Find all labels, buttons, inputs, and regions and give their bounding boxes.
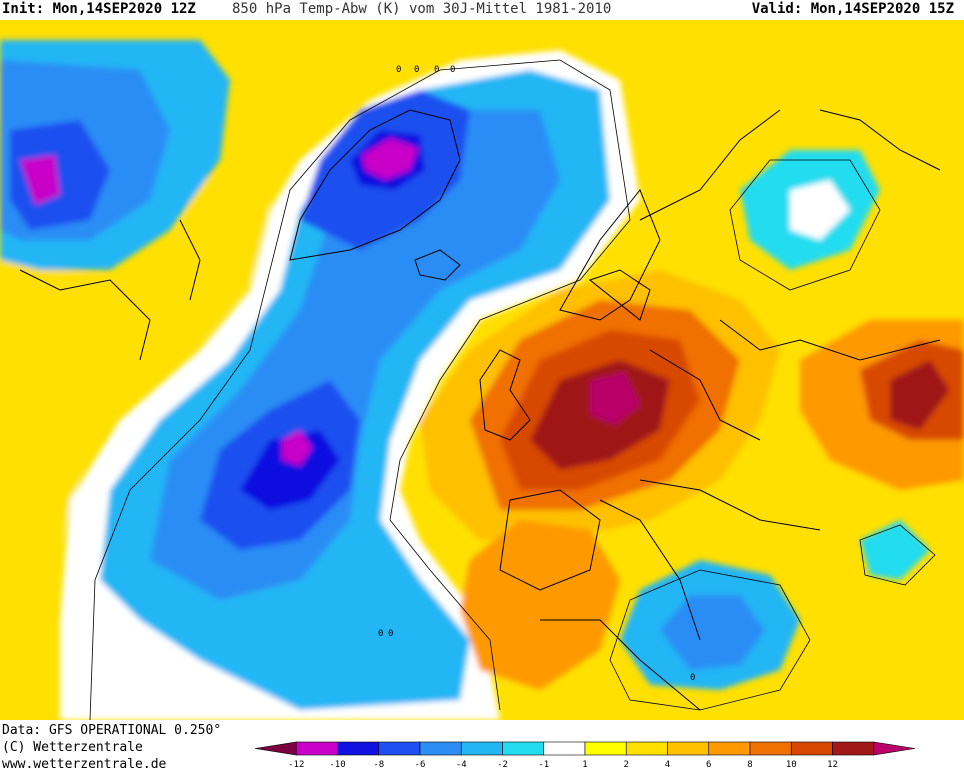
contour-label: 0 (388, 629, 393, 639)
legend-label: -6 (415, 760, 426, 770)
legend-label: 1 (582, 760, 587, 770)
legend-bar: -12 -10 -8 -6 -4 -2 -1 1 2 4 6 8 10 12 (254, 741, 916, 770)
legend-label: 2 (624, 760, 629, 770)
chart-title: 850 hPa Temp-Abw (K) vom 30J-Mittel 1981… (232, 1, 612, 17)
contour-label: 0 (396, 65, 401, 75)
legend-label: -8 (373, 760, 384, 770)
chart-header: Init: Mon,14SEP2020 12Z 850 hPa Temp-Abw… (0, 0, 964, 20)
legend-label: 12 (827, 760, 838, 770)
legend-swatch (584, 741, 627, 756)
legend-label: 6 (706, 760, 711, 770)
legend-swatch (460, 741, 503, 756)
legend-label: -1 (538, 760, 549, 770)
map-canvas: 0 0 0 0 0 0 0 (0, 20, 964, 720)
legend-label: -12 (288, 760, 304, 770)
website: www.wetterzentrale.de (2, 757, 167, 772)
legend-swatch (873, 741, 916, 756)
legend-swatch (625, 741, 668, 756)
legend-swatch (749, 741, 792, 756)
chart-footer: Data: GFS OPERATIONAL 0.250° (C) Wetterz… (0, 720, 964, 780)
init-time: Init: Mon,14SEP2020 12Z (2, 1, 196, 17)
color-legend: -12 -10 -8 -6 -4 -2 -1 1 2 4 6 8 10 12 (254, 740, 955, 780)
legend-swatch (832, 741, 875, 756)
legend-swatch (378, 741, 421, 756)
legend-swatch (667, 741, 710, 756)
legend-label: -2 (497, 760, 508, 770)
legend-swatch (419, 741, 462, 756)
legend-swatch (708, 741, 751, 756)
valid-time: Valid: Mon,14SEP2020 15Z (751, 1, 954, 17)
contour-label: 0 (450, 65, 455, 75)
contour-label: 0 (378, 629, 383, 639)
legend-label: 10 (786, 760, 797, 770)
legend-swatch (254, 741, 297, 756)
legend-swatch (502, 741, 545, 756)
legend-label: -4 (456, 760, 467, 770)
copyright: (C) Wetterzentrale (2, 740, 143, 755)
data-source: Data: GFS OPERATIONAL 0.250° (2, 723, 222, 738)
legend-swatch (337, 741, 380, 756)
legend-swatch (295, 741, 338, 756)
legend-swatch (790, 741, 833, 756)
coastlines (19, 109, 941, 711)
legend-swatch (543, 741, 586, 756)
legend-label: 8 (747, 760, 752, 770)
legend-label: -10 (329, 760, 345, 770)
contour-label: 0 (414, 65, 419, 75)
credits: Data: GFS OPERATIONAL 0.250° (C) Wetterz… (2, 722, 221, 773)
anomaly-map: 0 0 0 0 0 0 0 (0, 20, 964, 720)
contour-label: 0 (434, 65, 439, 75)
legend-label: 4 (665, 760, 670, 770)
contour-label: 0 (690, 673, 695, 683)
contour-lines (89, 59, 936, 720)
contour-label-group: 0 0 0 0 0 0 0 (378, 65, 695, 683)
